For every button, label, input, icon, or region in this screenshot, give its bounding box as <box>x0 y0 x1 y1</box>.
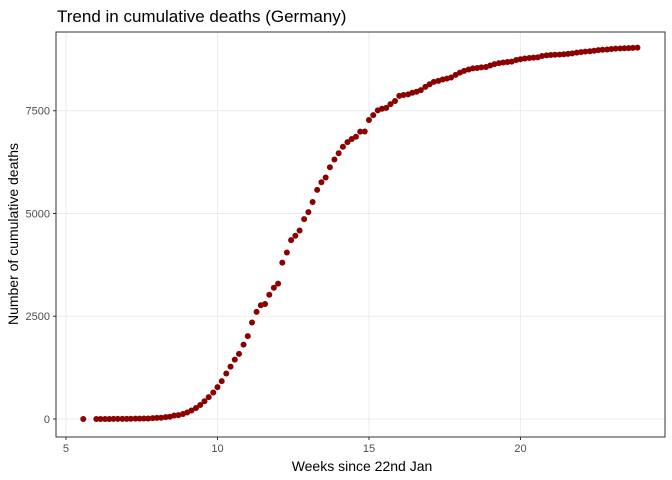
data-point <box>132 415 139 422</box>
data-point <box>296 227 303 234</box>
data-point <box>205 394 212 401</box>
data-point <box>240 341 247 348</box>
points <box>80 44 641 422</box>
y-axis-title: Number of cumulative deaths <box>5 143 21 325</box>
data-point <box>292 232 299 239</box>
data-point <box>599 46 606 53</box>
data-point <box>288 237 295 244</box>
x-tick-label: 10 <box>211 443 223 455</box>
data-point <box>552 51 559 58</box>
data-point <box>244 333 251 340</box>
data-point <box>305 209 312 216</box>
data-point <box>478 64 485 71</box>
data-point <box>417 87 424 94</box>
data-point <box>392 97 399 104</box>
data-point <box>106 415 113 422</box>
data-point <box>309 199 316 206</box>
data-point <box>331 156 338 163</box>
data-point <box>127 415 134 422</box>
data-point <box>521 55 528 62</box>
data-point <box>114 415 121 422</box>
data-point <box>223 370 230 377</box>
data-point <box>335 150 342 157</box>
data-point <box>188 407 195 414</box>
data-point <box>93 415 100 422</box>
data-point <box>625 45 632 52</box>
panel-border <box>55 31 666 438</box>
data-point <box>538 53 545 60</box>
data-point <box>339 143 346 150</box>
data-point <box>314 186 321 193</box>
y-tick-label: 5000 <box>26 208 50 220</box>
data-point <box>582 48 589 55</box>
data-point <box>617 45 624 52</box>
data-point <box>262 300 269 307</box>
data-point <box>491 61 498 68</box>
data-point <box>344 139 351 146</box>
y-tick-label: 7500 <box>26 106 50 118</box>
data-point <box>461 67 468 74</box>
data-point <box>214 384 221 391</box>
data-point <box>110 415 117 422</box>
x-tick-label: 5 <box>63 443 69 455</box>
data-point <box>301 216 308 223</box>
data-point <box>326 164 333 171</box>
y-tick-label: 0 <box>44 414 50 426</box>
data-point <box>430 78 437 85</box>
data-point <box>197 401 204 408</box>
data-point <box>387 101 394 108</box>
data-point <box>140 415 147 422</box>
data-point <box>102 415 109 422</box>
data-point <box>145 415 152 422</box>
x-tick-label: 20 <box>514 443 526 455</box>
data-point <box>322 174 329 181</box>
data-point <box>123 415 130 422</box>
data-point <box>192 405 199 412</box>
data-point <box>634 44 641 51</box>
data-point <box>612 45 619 52</box>
data-point <box>400 91 407 98</box>
data-point <box>136 415 143 422</box>
data-point <box>621 45 628 52</box>
data-point <box>508 58 515 65</box>
data-point <box>283 249 290 256</box>
data-point <box>253 308 260 315</box>
chart-title: Trend in cumulative deaths (Germany) <box>57 7 346 26</box>
grid <box>56 32 665 437</box>
data-point <box>318 179 325 186</box>
data-point <box>249 319 256 326</box>
data-point <box>266 291 273 298</box>
data-point <box>383 104 390 111</box>
data-point <box>270 284 277 291</box>
data-point <box>201 398 208 405</box>
data-point <box>149 415 156 422</box>
data-point <box>231 356 238 363</box>
data-point <box>236 350 243 357</box>
data-point <box>210 389 217 396</box>
data-point <box>153 414 160 421</box>
data-point <box>569 50 576 57</box>
data-point <box>275 280 282 287</box>
data-point <box>365 116 372 123</box>
y-tick-label: 2500 <box>26 311 50 323</box>
data-point <box>227 363 234 370</box>
data-point <box>80 415 87 422</box>
data-point <box>279 259 286 266</box>
data-point <box>175 412 182 419</box>
data-point <box>119 415 126 422</box>
data-point <box>370 112 377 119</box>
data-point <box>97 415 104 422</box>
data-point <box>158 414 165 421</box>
x-tick-label: 15 <box>363 443 375 455</box>
data-point <box>448 74 455 81</box>
data-point <box>629 44 636 51</box>
x-axis-title: Weeks since 22nd Jan <box>292 458 433 474</box>
data-point <box>352 133 359 140</box>
data-point <box>218 378 225 385</box>
data-point <box>361 128 368 135</box>
data-point <box>357 128 364 135</box>
